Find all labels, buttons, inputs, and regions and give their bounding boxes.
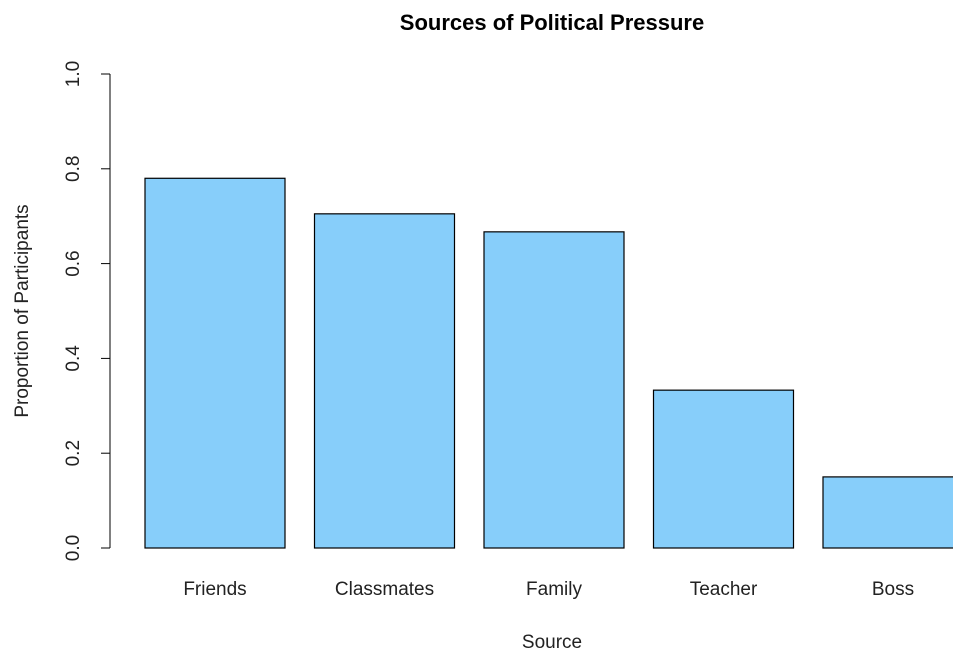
x-axis-title: Source: [522, 632, 582, 651]
chart-title: Sources of Political Pressure: [400, 10, 704, 35]
bar-friends: [144, 177, 286, 549]
x-tick-label-boss: Boss: [872, 579, 914, 600]
y-tick-label: 0.6: [63, 250, 84, 276]
bar-teacher: [652, 389, 795, 549]
y-axis: 0.0 0.2 0.4 0.6 0.8 1.0: [63, 61, 111, 561]
y-axis-title: Proportion of Participants: [12, 204, 33, 417]
x-tick-label-classmates: Classmates: [335, 579, 434, 600]
bar-classmates: [313, 213, 456, 549]
bar-family: [483, 231, 625, 549]
y-tick-label: 0.4: [63, 345, 84, 372]
x-axis-category-labels: Friends Classmates Family Teacher Boss: [183, 579, 914, 600]
y-tick-label: 1.0: [63, 61, 84, 87]
x-tick-label-teacher: Teacher: [690, 579, 758, 600]
x-tick-label-friends: Friends: [183, 579, 246, 600]
bar-boss: [822, 476, 953, 549]
x-tick-label-family: Family: [526, 579, 582, 600]
y-tick-label: 0.0: [63, 535, 84, 561]
y-tick-label: 0.8: [63, 156, 84, 182]
bars-group: [144, 177, 953, 549]
y-tick-label: 0.2: [63, 440, 84, 466]
